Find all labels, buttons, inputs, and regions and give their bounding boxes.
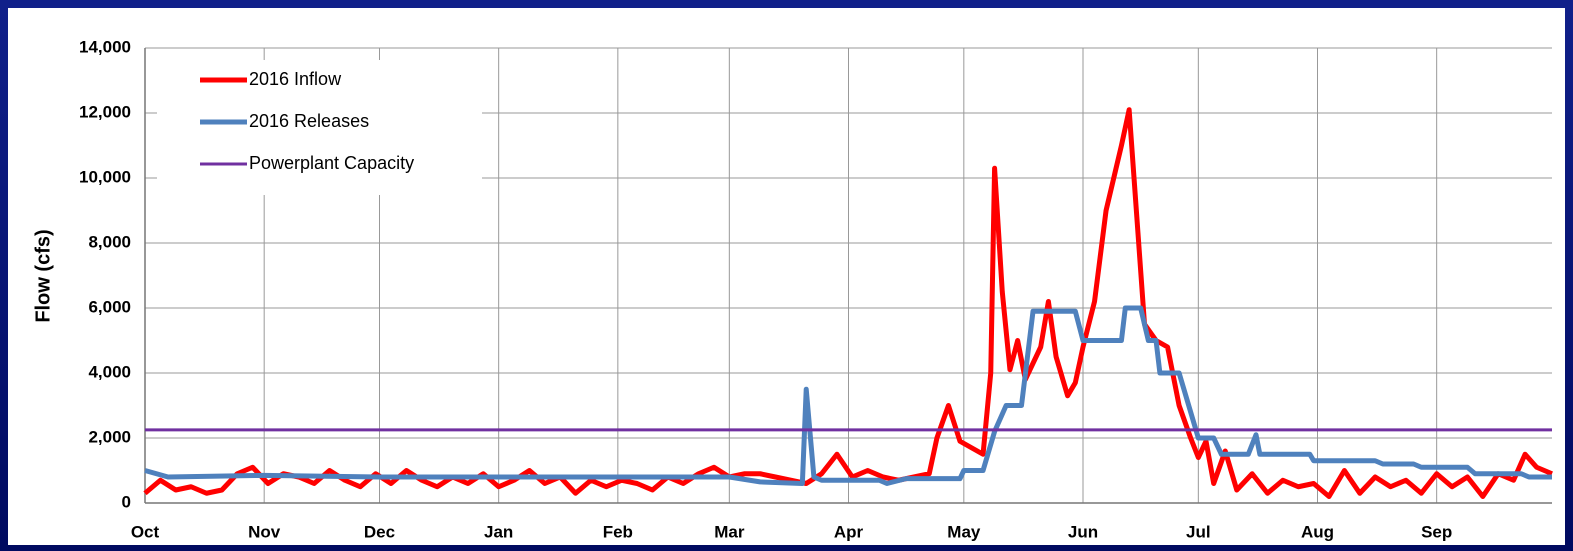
x-tick-label: Nov — [248, 522, 281, 541]
y-axis-label: Flow (cfs) — [32, 229, 54, 322]
y-tick-label: 14,000 — [79, 37, 131, 56]
x-tick-label: Apr — [834, 522, 864, 541]
x-tick-label: Feb — [603, 522, 633, 541]
x-tick-label: May — [947, 522, 981, 541]
y-tick-label: 8,000 — [88, 232, 131, 251]
x-tick-label: Jun — [1068, 522, 1098, 541]
y-tick-label: 6,000 — [88, 297, 131, 316]
x-tick-label: Jan — [484, 522, 513, 541]
legend-label: 2016 Inflow — [249, 69, 342, 89]
legend-label: Powerplant Capacity — [249, 153, 414, 173]
y-tick-label: 4,000 — [88, 362, 131, 381]
x-tick-label: Jul — [1186, 522, 1211, 541]
y-tick-label: 2,000 — [88, 427, 131, 446]
x-tick-label: Dec — [364, 522, 395, 541]
x-tick-label: Mar — [714, 522, 745, 541]
x-tick-label: Aug — [1301, 522, 1334, 541]
y-tick-label: 12,000 — [79, 102, 131, 121]
legend-label: 2016 Releases — [249, 111, 369, 131]
x-tick-label: Sep — [1421, 522, 1452, 541]
y-tick-label: 10,000 — [79, 167, 131, 186]
y-tick-label: 0 — [122, 492, 131, 511]
series-line — [144, 305, 1552, 486]
x-tick-label: Oct — [131, 522, 160, 541]
